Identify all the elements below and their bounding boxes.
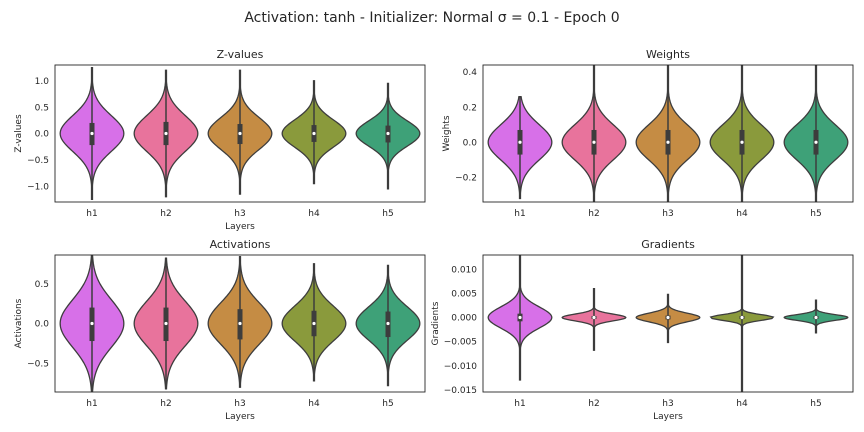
violin-median-h1 <box>518 140 522 144</box>
y-tick-label: 0.010 <box>451 266 477 276</box>
panel-plot-area <box>487 65 849 202</box>
violin-median-h1 <box>90 321 94 326</box>
violin-median-h2 <box>592 140 596 144</box>
x-tick-label: h4 <box>736 209 748 219</box>
x-tick-label: h4 <box>308 209 320 219</box>
y-tick-label: 0.000 <box>451 314 477 324</box>
y-axis-label: Z-values <box>14 114 24 153</box>
y-tick-label: 0.4 <box>463 68 478 78</box>
y-tick-label: 0.5 <box>35 280 49 290</box>
x-tick-label: h5 <box>382 399 393 409</box>
y-axis-label: Weights <box>442 115 452 151</box>
x-tick-label: h2 <box>160 399 171 409</box>
figure-suptitle: Activation: tanh - Initializer: Normal σ… <box>244 10 619 26</box>
panel-plot-area <box>59 255 421 392</box>
panel-plot-area <box>59 66 421 201</box>
x-tick-label: h2 <box>160 209 171 219</box>
y-tick-label: 0.0 <box>463 138 478 148</box>
violin-median-h4 <box>312 321 316 326</box>
x-tick-label: h3 <box>662 399 673 409</box>
y-tick-label: −1.0 <box>27 182 49 192</box>
panel-4: Gradients h1 h2 h3 h4 h5 −0.015 −0.010 −0.005 0.0… <box>431 238 854 422</box>
y-tick-label: −0.015 <box>444 386 477 396</box>
y-axis-label: Gradients <box>431 301 441 345</box>
violin-median-h3 <box>666 315 670 320</box>
panel-1: Z-values h1 h2 h3 h4 h5 −1.0 −0.5 0.0 0.5 1.0 Layer… <box>14 48 426 232</box>
y-tick-label: 0.2 <box>463 103 477 113</box>
y-tick-label: 0.005 <box>451 290 477 300</box>
violin-median-h3 <box>238 321 242 326</box>
panel-title: Activations <box>210 238 271 251</box>
panel-2: Weights h1 h2 h3 h4 h5 −0.2 0.0 0.2 0.4 Weights <box>442 48 854 219</box>
x-axis-label: Layers <box>225 222 255 232</box>
y-axis-label: Activations <box>14 298 24 348</box>
x-tick-label: h2 <box>588 209 599 219</box>
violin-median-h5 <box>814 140 818 144</box>
violin-median-h4 <box>740 140 744 144</box>
x-axis-label: Layers <box>225 412 255 422</box>
panel-plot-area <box>487 255 849 392</box>
panel-frame <box>482 254 854 393</box>
violin-median-h5 <box>386 321 390 326</box>
x-tick-label: h3 <box>662 209 673 219</box>
violin-median-h5 <box>814 315 818 320</box>
panel-title: Gradients <box>641 238 695 251</box>
x-axis-label: Layers <box>653 412 683 422</box>
x-tick-label: h1 <box>86 209 97 219</box>
y-tick-label: −0.5 <box>27 360 49 370</box>
x-tick-label: h5 <box>810 209 821 219</box>
violin-median-h3 <box>666 140 670 144</box>
x-tick-label: h3 <box>234 399 245 409</box>
violin-median-h2 <box>592 315 596 320</box>
x-tick-label: h1 <box>514 209 525 219</box>
panel-title: Weights <box>646 48 690 61</box>
y-tick-label: 1.0 <box>35 77 50 87</box>
y-tick-label: 0.0 <box>35 130 50 140</box>
panel-title: Z-values <box>217 48 264 61</box>
violin-median-h4 <box>740 315 744 320</box>
violin-median-h1 <box>518 315 522 320</box>
violin-median-h4 <box>312 131 316 136</box>
y-tick-label: 0.0 <box>35 320 50 330</box>
panel-3: Activations h1 h2 h3 h4 h5 −0.5 0.0 0.5 Layers Act… <box>14 238 426 422</box>
x-tick-label: h3 <box>234 209 245 219</box>
violin-median-h1 <box>90 131 94 136</box>
y-tick-label: 0.5 <box>35 103 49 113</box>
violin-median-h3 <box>238 131 242 136</box>
x-tick-label: h1 <box>514 399 525 409</box>
x-tick-label: h5 <box>810 399 821 409</box>
panel-frame <box>54 254 426 393</box>
y-tick-label: −0.010 <box>444 362 478 372</box>
violin-median-h5 <box>386 131 390 136</box>
x-tick-label: h4 <box>308 399 320 409</box>
violin-median-h2 <box>164 131 168 136</box>
x-tick-label: h4 <box>736 399 748 409</box>
x-tick-label: h2 <box>588 399 599 409</box>
x-tick-label: h1 <box>86 399 97 409</box>
y-tick-label: −0.2 <box>455 174 477 184</box>
y-tick-label: −0.005 <box>444 338 477 348</box>
y-tick-label: −0.5 <box>27 156 49 166</box>
violin-median-h2 <box>164 321 168 326</box>
x-tick-label: h5 <box>382 209 393 219</box>
panel-frame <box>482 64 854 203</box>
panel-frame <box>54 64 426 203</box>
